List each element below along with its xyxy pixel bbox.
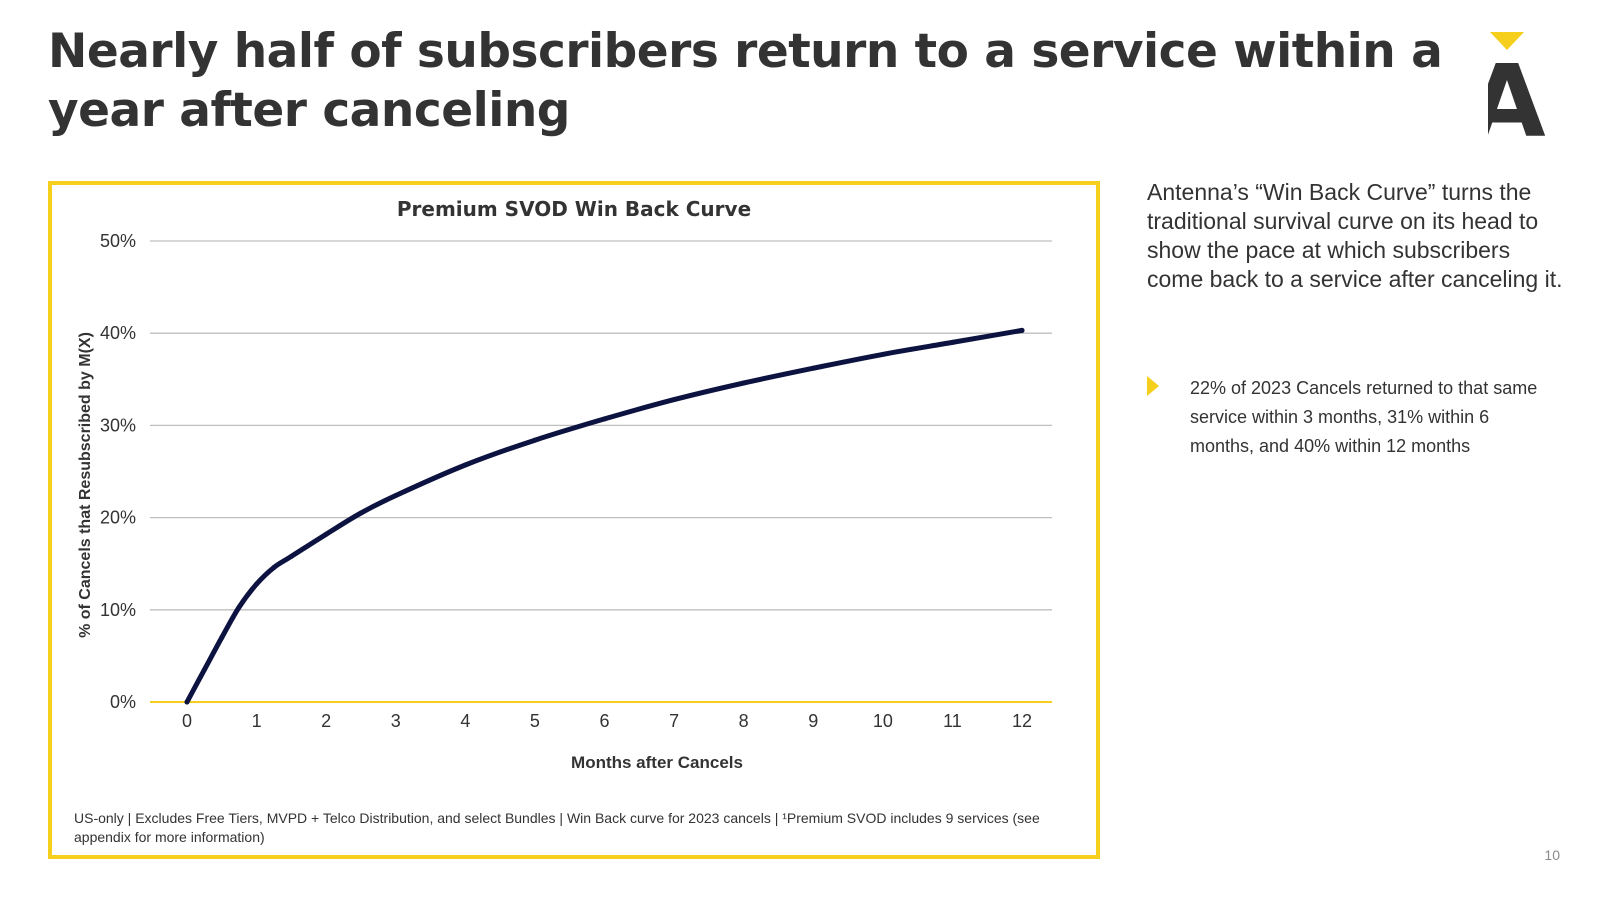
data-point	[254, 581, 260, 587]
chart-frame: 0% 10% 20% 30% 40% 50% 0 1 2 3 4 5 6 7 8 9 10 11 12 Premi…	[48, 181, 1100, 859]
data-point	[532, 437, 538, 443]
x-tick-label: 10	[873, 711, 893, 731]
y-tick-label: 50%	[100, 231, 136, 251]
description-text: Antenna’s “Win Back Curve” turns the tra…	[1147, 179, 1563, 292]
x-axis-label: Months after Cancels	[571, 753, 743, 772]
x-tick-label: 8	[739, 711, 749, 731]
x-tick-label: 12	[1012, 711, 1032, 731]
y-tick-label: 10%	[100, 600, 136, 620]
win-back-curve-line	[184, 327, 1025, 705]
data-point	[462, 462, 468, 468]
data-point	[323, 531, 329, 537]
page-number: 10	[1544, 847, 1560, 863]
y-tick-label: 0%	[110, 692, 136, 712]
bullet-arrow-icon	[1147, 376, 1159, 396]
x-tick-label: 3	[391, 711, 401, 731]
data-point	[288, 553, 294, 559]
x-tick-label: 9	[808, 711, 818, 731]
data-point	[741, 380, 747, 386]
x-tick-label: 1	[252, 711, 262, 731]
footnote: US-only | Excludes Free Tiers, MVPD + Te…	[74, 810, 1040, 845]
data-point	[602, 416, 607, 422]
data-point	[219, 634, 225, 640]
x-tick-label: 6	[599, 711, 609, 731]
data-point	[271, 564, 277, 570]
data-point	[236, 604, 242, 610]
y-tick-label: 20%	[100, 508, 136, 528]
x-tick-label: 7	[669, 711, 679, 731]
data-point	[201, 667, 207, 673]
page-title: Nearly half of subscribers return to a s…	[48, 24, 1443, 138]
data-point	[949, 339, 955, 345]
data-point	[184, 699, 190, 705]
data-point	[393, 492, 399, 498]
data-point	[810, 365, 816, 371]
y-tick-label: 30%	[100, 415, 136, 435]
data-point	[358, 510, 364, 516]
y-axis-label: % of Cancels that Resubscribed by M(X)	[77, 332, 94, 638]
logo-letter: A	[1488, 43, 1546, 138]
x-tick-label: 4	[460, 711, 470, 731]
y-tick-label: 40%	[100, 323, 136, 343]
antenna-logo: A	[1488, 32, 1546, 138]
data-point	[1019, 327, 1025, 333]
chart-plot: 0%10%20%30%40%50% 0 1 2 3 4 5 6 7 8 9 10 11 12	[100, 231, 1052, 731]
x-tick-label: 0	[182, 711, 192, 731]
data-point	[671, 397, 677, 403]
bullet-text: 22% of 2023 Cancels returned to that sam…	[1190, 378, 1538, 456]
data-point	[880, 351, 886, 357]
x-tick-label: 5	[530, 711, 540, 731]
chart-title: Premium SVOD Win Back Curve	[396, 197, 752, 221]
x-tick-label: 2	[321, 711, 331, 731]
logo-triangle	[1490, 32, 1524, 50]
x-tick-label: 11	[943, 711, 962, 731]
